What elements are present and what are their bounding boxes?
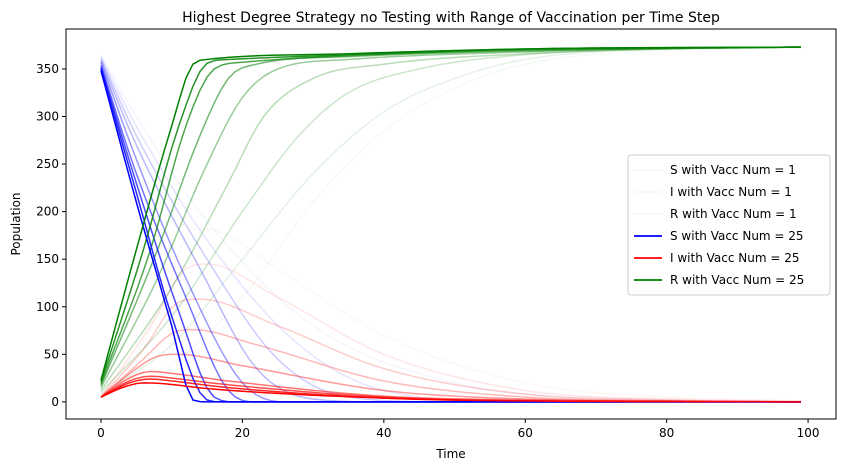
legend-box [627,154,831,296]
y-tick-label: 200 [36,205,59,219]
plot-frame [65,28,837,420]
x-tick-label: 20 [235,426,250,440]
y-axis-title: Population [9,192,23,255]
y-tick-label: 50 [44,347,59,361]
series-line-i-vacc-1 [100,228,802,402]
legend-label: S with Vacc Num = 1 [670,163,796,177]
x-tick-label: 0 [97,426,105,440]
y-axis: 0 50 100 150 200 250 300 350 [36,62,66,409]
series-line-i-vacc-25 [100,382,802,403]
chart-title: Highest Degree Strategy no Testing with … [182,10,720,26]
legend-label: R with Vacc Num = 1 [670,207,797,221]
x-tick-label: 100 [797,426,820,440]
legend-label: S with Vacc Num = 25 [670,229,804,243]
y-tick-label: 0 [51,395,59,409]
legend-label: R with Vacc Num = 25 [670,273,804,287]
series-line-r-vacc-1 [100,47,802,398]
y-tick-label: 150 [36,252,59,266]
y-tick-label: 100 [36,300,59,314]
plot-lines [100,46,802,403]
x-tick-label: 80 [659,426,674,440]
x-tick-label: 40 [376,426,391,440]
x-axis: 0 20 40 60 80 100 [97,419,820,440]
series-line-r-vacc-25 [100,46,802,381]
y-tick-label: 350 [36,62,59,76]
legend-label: I with Vacc Num = 1 [670,185,792,199]
series-line-i-vacc-4 [100,263,802,402]
y-tick-label: 250 [36,157,59,171]
series-line-i-vacc-7 [100,298,802,403]
x-tick-label: 60 [518,426,533,440]
y-tick-label: 300 [36,110,59,124]
legend: S with Vacc Num = 1 I with Vacc Num = 1 R … [627,154,831,296]
x-axis-title: Time [435,447,465,461]
series-line-i-vacc-10 [100,328,802,403]
legend-label: I with Vacc Num = 25 [670,251,800,265]
